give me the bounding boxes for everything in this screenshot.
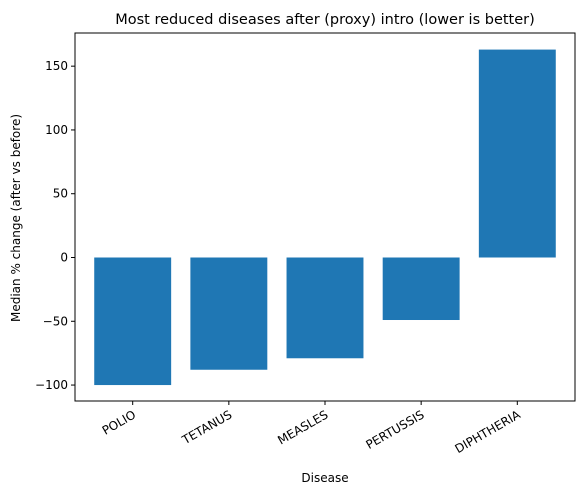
- y-tick-label: 50: [53, 187, 68, 201]
- chart-title: Most reduced diseases after (proxy) intr…: [115, 12, 535, 28]
- y-axis-label: Median % change (after vs before): [9, 114, 23, 322]
- bars-group: [94, 49, 556, 386]
- bar-polio: [94, 257, 172, 386]
- y-tick-label: −100: [35, 378, 68, 392]
- y-tick-label: 100: [45, 123, 68, 137]
- y-axis-ticks: −100 −50 0 50 100 150: [35, 59, 75, 392]
- bar-measles: [286, 257, 364, 359]
- axes-frame: [74, 32, 576, 402]
- x-axis-label: Disease: [301, 471, 348, 485]
- bar-diphtheria: [478, 49, 556, 258]
- bar-pertussis: [382, 257, 460, 321]
- y-tick-label: −50: [43, 314, 68, 328]
- y-tick-label: 0: [60, 250, 68, 264]
- y-tick-label: 150: [45, 59, 68, 73]
- bar-tetanus: [190, 257, 268, 370]
